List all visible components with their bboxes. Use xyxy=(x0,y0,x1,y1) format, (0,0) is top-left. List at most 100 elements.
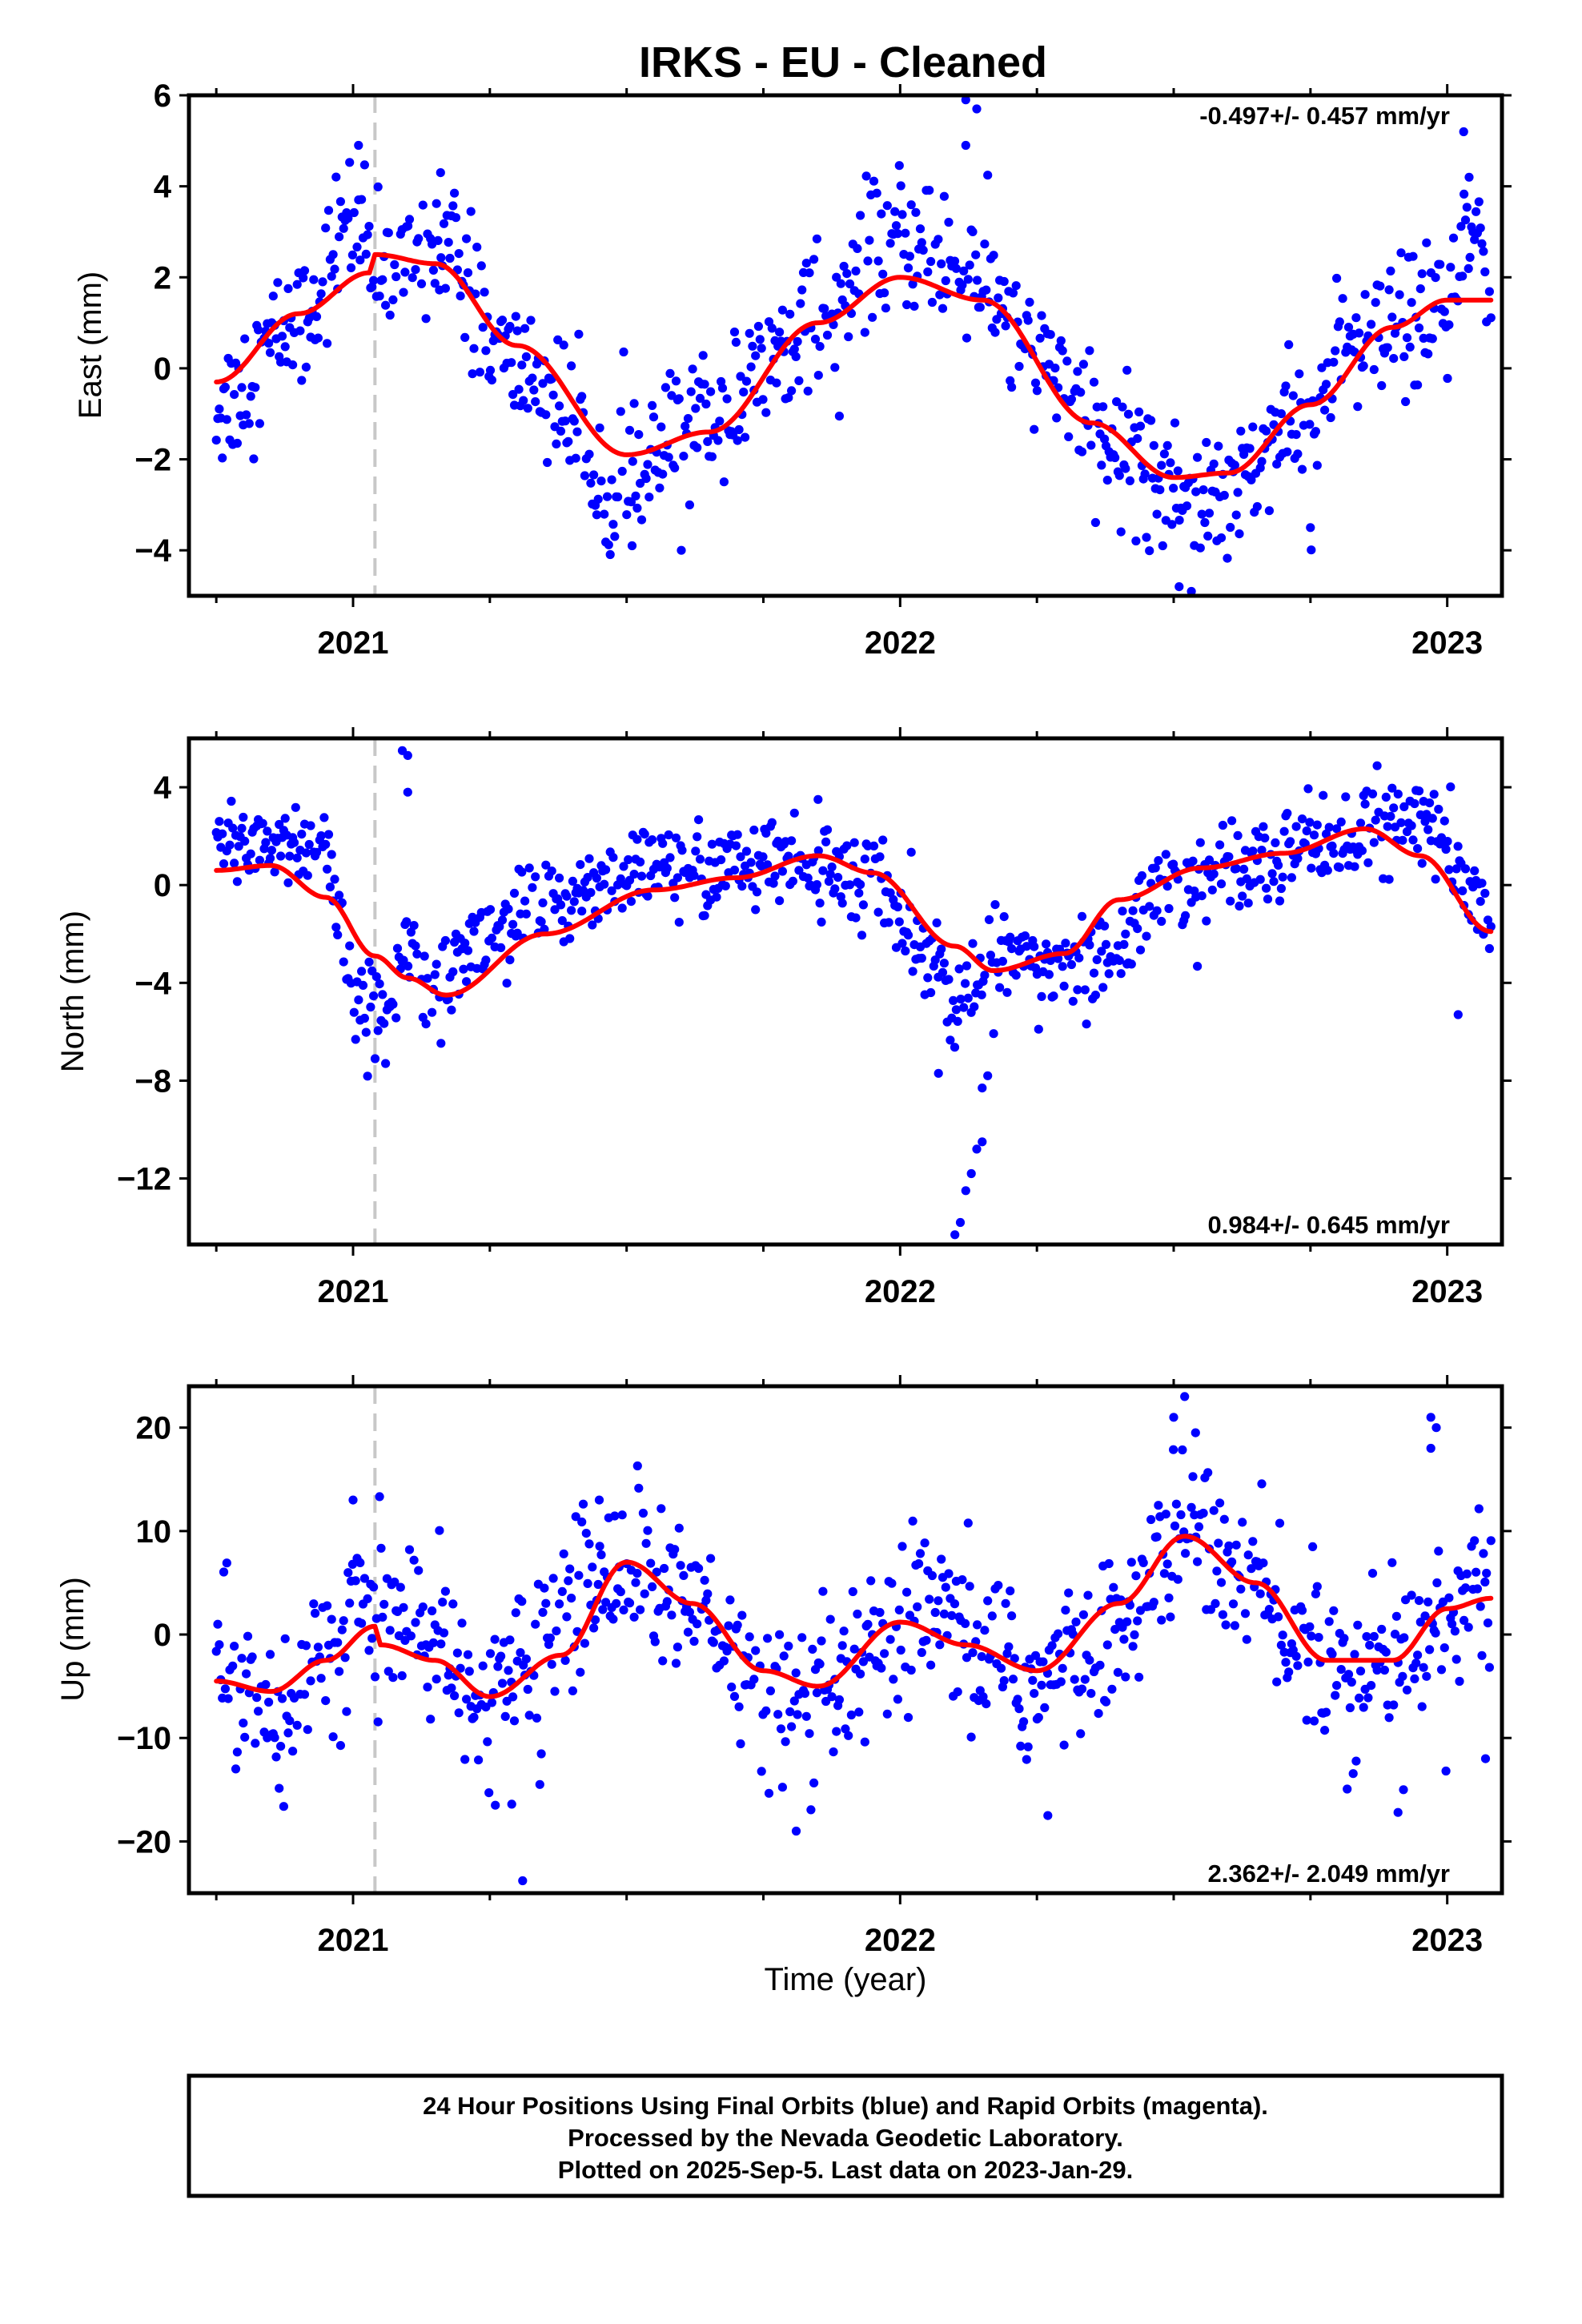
data-point xyxy=(1228,1599,1239,1609)
data-point xyxy=(313,1642,323,1652)
data-point xyxy=(480,287,489,297)
data-point xyxy=(1343,1784,1352,1794)
data-point xyxy=(995,983,1005,992)
data-point xyxy=(507,1799,516,1809)
data-point xyxy=(764,1788,774,1798)
data-point xyxy=(249,454,259,464)
data-point xyxy=(550,905,560,915)
data-point xyxy=(1006,932,1015,942)
data-point xyxy=(719,1656,729,1666)
data-point xyxy=(722,394,732,404)
data-point xyxy=(736,852,745,862)
data-point xyxy=(586,478,596,488)
data-point xyxy=(660,1563,669,1574)
data-point xyxy=(592,873,602,883)
data-point xyxy=(1155,485,1165,495)
data-point xyxy=(767,324,777,333)
data-point xyxy=(1157,1615,1166,1625)
data-point xyxy=(379,1019,389,1028)
data-point xyxy=(901,228,910,238)
data-point xyxy=(830,363,840,372)
data-point xyxy=(1049,991,1058,1001)
data-point xyxy=(658,838,668,848)
data-point xyxy=(1363,858,1373,867)
data-point xyxy=(1216,1578,1227,1587)
data-point xyxy=(1218,820,1227,830)
data-point xyxy=(1181,911,1191,920)
data-point xyxy=(1391,1611,1401,1621)
data-point xyxy=(845,880,855,890)
data-point xyxy=(791,352,801,361)
data-point xyxy=(556,426,566,436)
data-point xyxy=(361,249,371,259)
data-point xyxy=(497,316,508,325)
data-point xyxy=(438,1598,448,1607)
data-point xyxy=(481,346,491,356)
data-point xyxy=(610,532,620,541)
data-point xyxy=(878,269,888,279)
data-point xyxy=(1215,840,1225,850)
data-point xyxy=(1387,783,1397,793)
data-point xyxy=(391,1013,401,1023)
data-point xyxy=(548,390,558,400)
data-point xyxy=(693,443,702,452)
data-point xyxy=(853,243,862,253)
data-point xyxy=(1070,1675,1079,1684)
data-point xyxy=(1444,865,1454,875)
data-point xyxy=(1267,869,1277,879)
data-point xyxy=(327,271,336,281)
data-point xyxy=(1476,897,1485,907)
data-point xyxy=(592,510,602,520)
data-point xyxy=(1152,906,1162,915)
data-point xyxy=(1271,838,1280,847)
data-point xyxy=(1396,248,1406,258)
data-point xyxy=(358,980,368,990)
data-point xyxy=(576,860,585,870)
data-point xyxy=(268,292,278,301)
data-point xyxy=(779,1651,789,1661)
data-point xyxy=(1286,837,1295,846)
data-point xyxy=(851,266,861,275)
footer-line-1: 24 Hour Positions Using Final Orbits (bl… xyxy=(423,2092,1268,2120)
data-point xyxy=(1097,947,1106,956)
data-point xyxy=(1011,971,1021,980)
data-point xyxy=(634,430,644,440)
data-point xyxy=(523,1684,532,1695)
data-point xyxy=(741,432,750,442)
data-point xyxy=(552,1626,561,1636)
data-point xyxy=(1369,838,1379,847)
data-point xyxy=(1133,1616,1142,1626)
data-point xyxy=(1248,846,1258,856)
data-point xyxy=(652,1567,661,1577)
data-point xyxy=(440,935,451,946)
data-point xyxy=(450,188,460,198)
data-point xyxy=(418,1602,428,1612)
data-point xyxy=(877,209,886,219)
data-point xyxy=(938,304,948,313)
data-point xyxy=(414,1566,424,1575)
data-point xyxy=(1429,790,1439,799)
data-point xyxy=(813,371,823,380)
data-point xyxy=(1219,1514,1229,1524)
data-point xyxy=(961,979,970,988)
data-point xyxy=(1218,1610,1227,1619)
data-point xyxy=(1083,1590,1093,1600)
data-point xyxy=(439,1628,449,1638)
data-point xyxy=(707,839,717,849)
data-point xyxy=(1410,798,1419,809)
data-point xyxy=(1470,1536,1480,1546)
data-point xyxy=(507,358,516,368)
data-point xyxy=(689,870,699,880)
data-point xyxy=(1126,1558,1136,1567)
data-point xyxy=(1278,1630,1287,1640)
data-point xyxy=(937,1554,946,1564)
data-point xyxy=(432,959,441,969)
data-point xyxy=(230,858,239,868)
data-point xyxy=(1367,320,1376,329)
data-point xyxy=(1436,1665,1447,1675)
data-point xyxy=(818,866,828,875)
data-point xyxy=(276,851,286,861)
data-point xyxy=(303,870,312,880)
data-point xyxy=(1377,380,1387,391)
data-point xyxy=(975,303,985,312)
